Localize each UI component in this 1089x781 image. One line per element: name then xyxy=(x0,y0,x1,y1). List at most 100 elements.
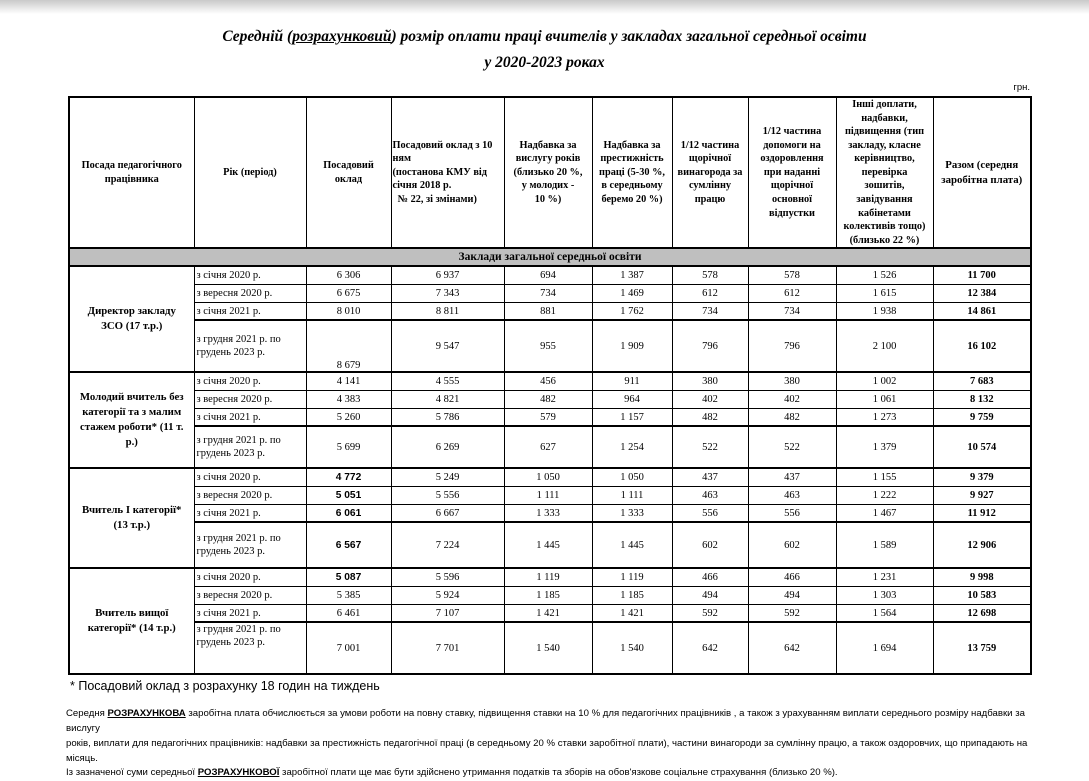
value-cell: 380 xyxy=(671,371,749,391)
value-cell: 7 001 xyxy=(305,621,392,675)
table-row: Вчитель І категорії* (13 т.р.) з січня 20… xyxy=(68,467,1032,569)
value-cell: 1 185 xyxy=(591,585,673,605)
note-line: Середня РОЗРАХУНКОВА заробітна плата обч… xyxy=(66,707,1044,737)
value-cell: 437 xyxy=(671,467,749,487)
total-cell: 12 384 xyxy=(932,283,1032,303)
value-cell: 1 254 xyxy=(591,425,673,469)
salary-table: Посада педагогічного працівника Рік (пері… xyxy=(68,96,1032,676)
value-cell: 4 383 xyxy=(305,389,392,409)
value-cell: 463 xyxy=(747,485,837,505)
value-cell: 402 xyxy=(671,389,749,409)
total-cell: 16 102 xyxy=(932,319,1032,373)
period-cell: з вересня 2020 р. xyxy=(193,585,307,605)
period-cell: з січня 2020 р. xyxy=(193,265,307,285)
position-cell: Молодий вчитель без категорії та з малим… xyxy=(68,371,195,469)
value-cell: 466 xyxy=(671,567,749,587)
value-cell: 1 002 xyxy=(835,371,934,391)
position-group: Вчитель І категорії* (13 т.р.) з січня 20… xyxy=(68,467,1032,569)
total-cell: 9 927 xyxy=(932,485,1032,505)
page-title-line2: у 2020-2023 роках xyxy=(484,54,605,71)
period-cell: з грудня 2021 р. по грудень 2023 р. xyxy=(193,425,307,469)
note-line: років, виплати для педагогічних працівни… xyxy=(66,737,1044,767)
value-cell: 1 333 xyxy=(503,503,593,523)
value-cell: 6 461 xyxy=(305,603,392,623)
value-cell: 4 821 xyxy=(390,389,505,409)
column-header: 1/12 частина допомоги на оздоровлення пр… xyxy=(747,96,837,249)
period-cell: з січня 2021 р. xyxy=(193,407,307,427)
value-cell: 380 xyxy=(747,371,837,391)
value-cell: 642 xyxy=(671,621,749,675)
column-header: Надбавка за вислугу років (близько 20 %,… xyxy=(503,96,593,249)
text-segment: ) розмір оплати праці вчителів у заклада… xyxy=(391,28,867,45)
value-cell: 1 589 xyxy=(835,521,934,569)
value-cell: 796 xyxy=(671,319,749,373)
value-cell: 463 xyxy=(671,485,749,505)
value-cell: 734 xyxy=(503,283,593,303)
period-cell: з січня 2021 р. xyxy=(193,603,307,623)
value-cell: 5 051 xyxy=(305,485,392,505)
value-cell: 4 772 xyxy=(305,467,392,487)
value-cell: 5 087 xyxy=(305,567,392,587)
value-cell: 5 556 xyxy=(390,485,505,505)
column-header: Надбавка за престижність праці (5-30 %, … xyxy=(591,96,673,249)
value-cell: 5 260 xyxy=(305,407,392,427)
text-segment: РОЗРАХУНКОВОЇ xyxy=(197,767,280,779)
period-cell: з січня 2021 р. xyxy=(193,301,307,321)
value-cell: 1 938 xyxy=(835,301,934,321)
period-cell: з січня 2021 р. xyxy=(193,503,307,523)
text-segment: заробітної плати ще має бути здійснено у… xyxy=(279,767,838,779)
period-cell: з грудня 2021 р. по грудень 2023 р. xyxy=(193,319,307,373)
table-row: Директор закладу ЗСО (17 т.р.) з січня 20… xyxy=(68,265,1032,373)
value-cell: 612 xyxy=(671,283,749,303)
value-cell: 1 445 xyxy=(591,521,673,569)
page-top-shadow xyxy=(0,0,1089,14)
value-cell: 1 050 xyxy=(591,467,673,487)
value-cell: 612 xyxy=(747,283,837,303)
value-cell: 1 762 xyxy=(591,301,673,321)
column-header: 1/12 частина щорічної винагорода за сумл… xyxy=(671,96,749,249)
position-cell: Вчитель І категорії* (13 т.р.) xyxy=(68,467,195,569)
position-cell: Вчитель вищої категорії* (14 т.р.) xyxy=(68,567,195,675)
value-cell: 1 564 xyxy=(835,603,934,623)
value-cell: 627 xyxy=(503,425,593,469)
page-title: Середній (розрахунковий) розмір оплати п… xyxy=(0,24,1089,76)
text-segment: розрахунковий xyxy=(292,28,392,45)
value-cell: 1 421 xyxy=(503,603,593,623)
value-cell: 1 421 xyxy=(591,603,673,623)
value-cell: 1 615 xyxy=(835,283,934,303)
total-cell: 10 583 xyxy=(932,585,1032,605)
value-cell: 4 555 xyxy=(390,371,505,391)
value-cell: 602 xyxy=(671,521,749,569)
value-cell: 466 xyxy=(747,567,837,587)
table-row: з грудня 2021 р. по грудень 2023 р. 8 679… xyxy=(69,319,1032,373)
value-cell: 1 467 xyxy=(835,503,934,523)
period-cell: з вересня 2020 р. xyxy=(193,283,307,303)
value-cell: 482 xyxy=(671,407,749,427)
value-cell: 1 909 xyxy=(591,319,673,373)
currency-unit-label: грн. xyxy=(1013,82,1030,93)
value-cell: 6 667 xyxy=(390,503,505,523)
value-cell: 1 379 xyxy=(835,425,934,469)
footnote: * Посадовий оклад з розрахунку 18 годин … xyxy=(70,679,380,693)
period-cell: з січня 2020 р. xyxy=(193,467,307,487)
table-row: з вересня 2020 р. 4 383 4 821 482 964 402 402 1… xyxy=(69,389,1032,409)
total-cell: 14 861 xyxy=(932,301,1032,321)
value-cell: 734 xyxy=(671,301,749,321)
value-cell: 494 xyxy=(747,585,837,605)
value-cell: 1 526 xyxy=(835,265,934,285)
value-cell: 578 xyxy=(671,265,749,285)
page-title-line1: Середній (розрахунковий) розмір оплати п… xyxy=(0,24,1089,50)
value-cell: 522 xyxy=(671,425,749,469)
value-cell: 6 675 xyxy=(305,283,392,303)
position-group: Директор закладу ЗСО (17 т.р.) з січня 20… xyxy=(68,265,1032,373)
value-cell: 1 333 xyxy=(591,503,673,523)
value-cell: 8 811 xyxy=(390,301,505,321)
value-cell: 1 303 xyxy=(835,585,934,605)
table-row: з грудня 2021 р. по грудень 2023 р. 7 001… xyxy=(69,621,1032,675)
value-cell: 4 141 xyxy=(305,371,392,391)
column-header: Рік (період) xyxy=(193,96,307,249)
position-group: Молодий вчитель без категорії та з малим… xyxy=(68,371,1032,469)
column-header: Посада педагогічного працівника xyxy=(68,96,195,249)
table-row: Вчитель вищої категорії* (14 т.р.) з січн… xyxy=(68,567,1032,675)
value-cell: 1 061 xyxy=(835,389,934,409)
